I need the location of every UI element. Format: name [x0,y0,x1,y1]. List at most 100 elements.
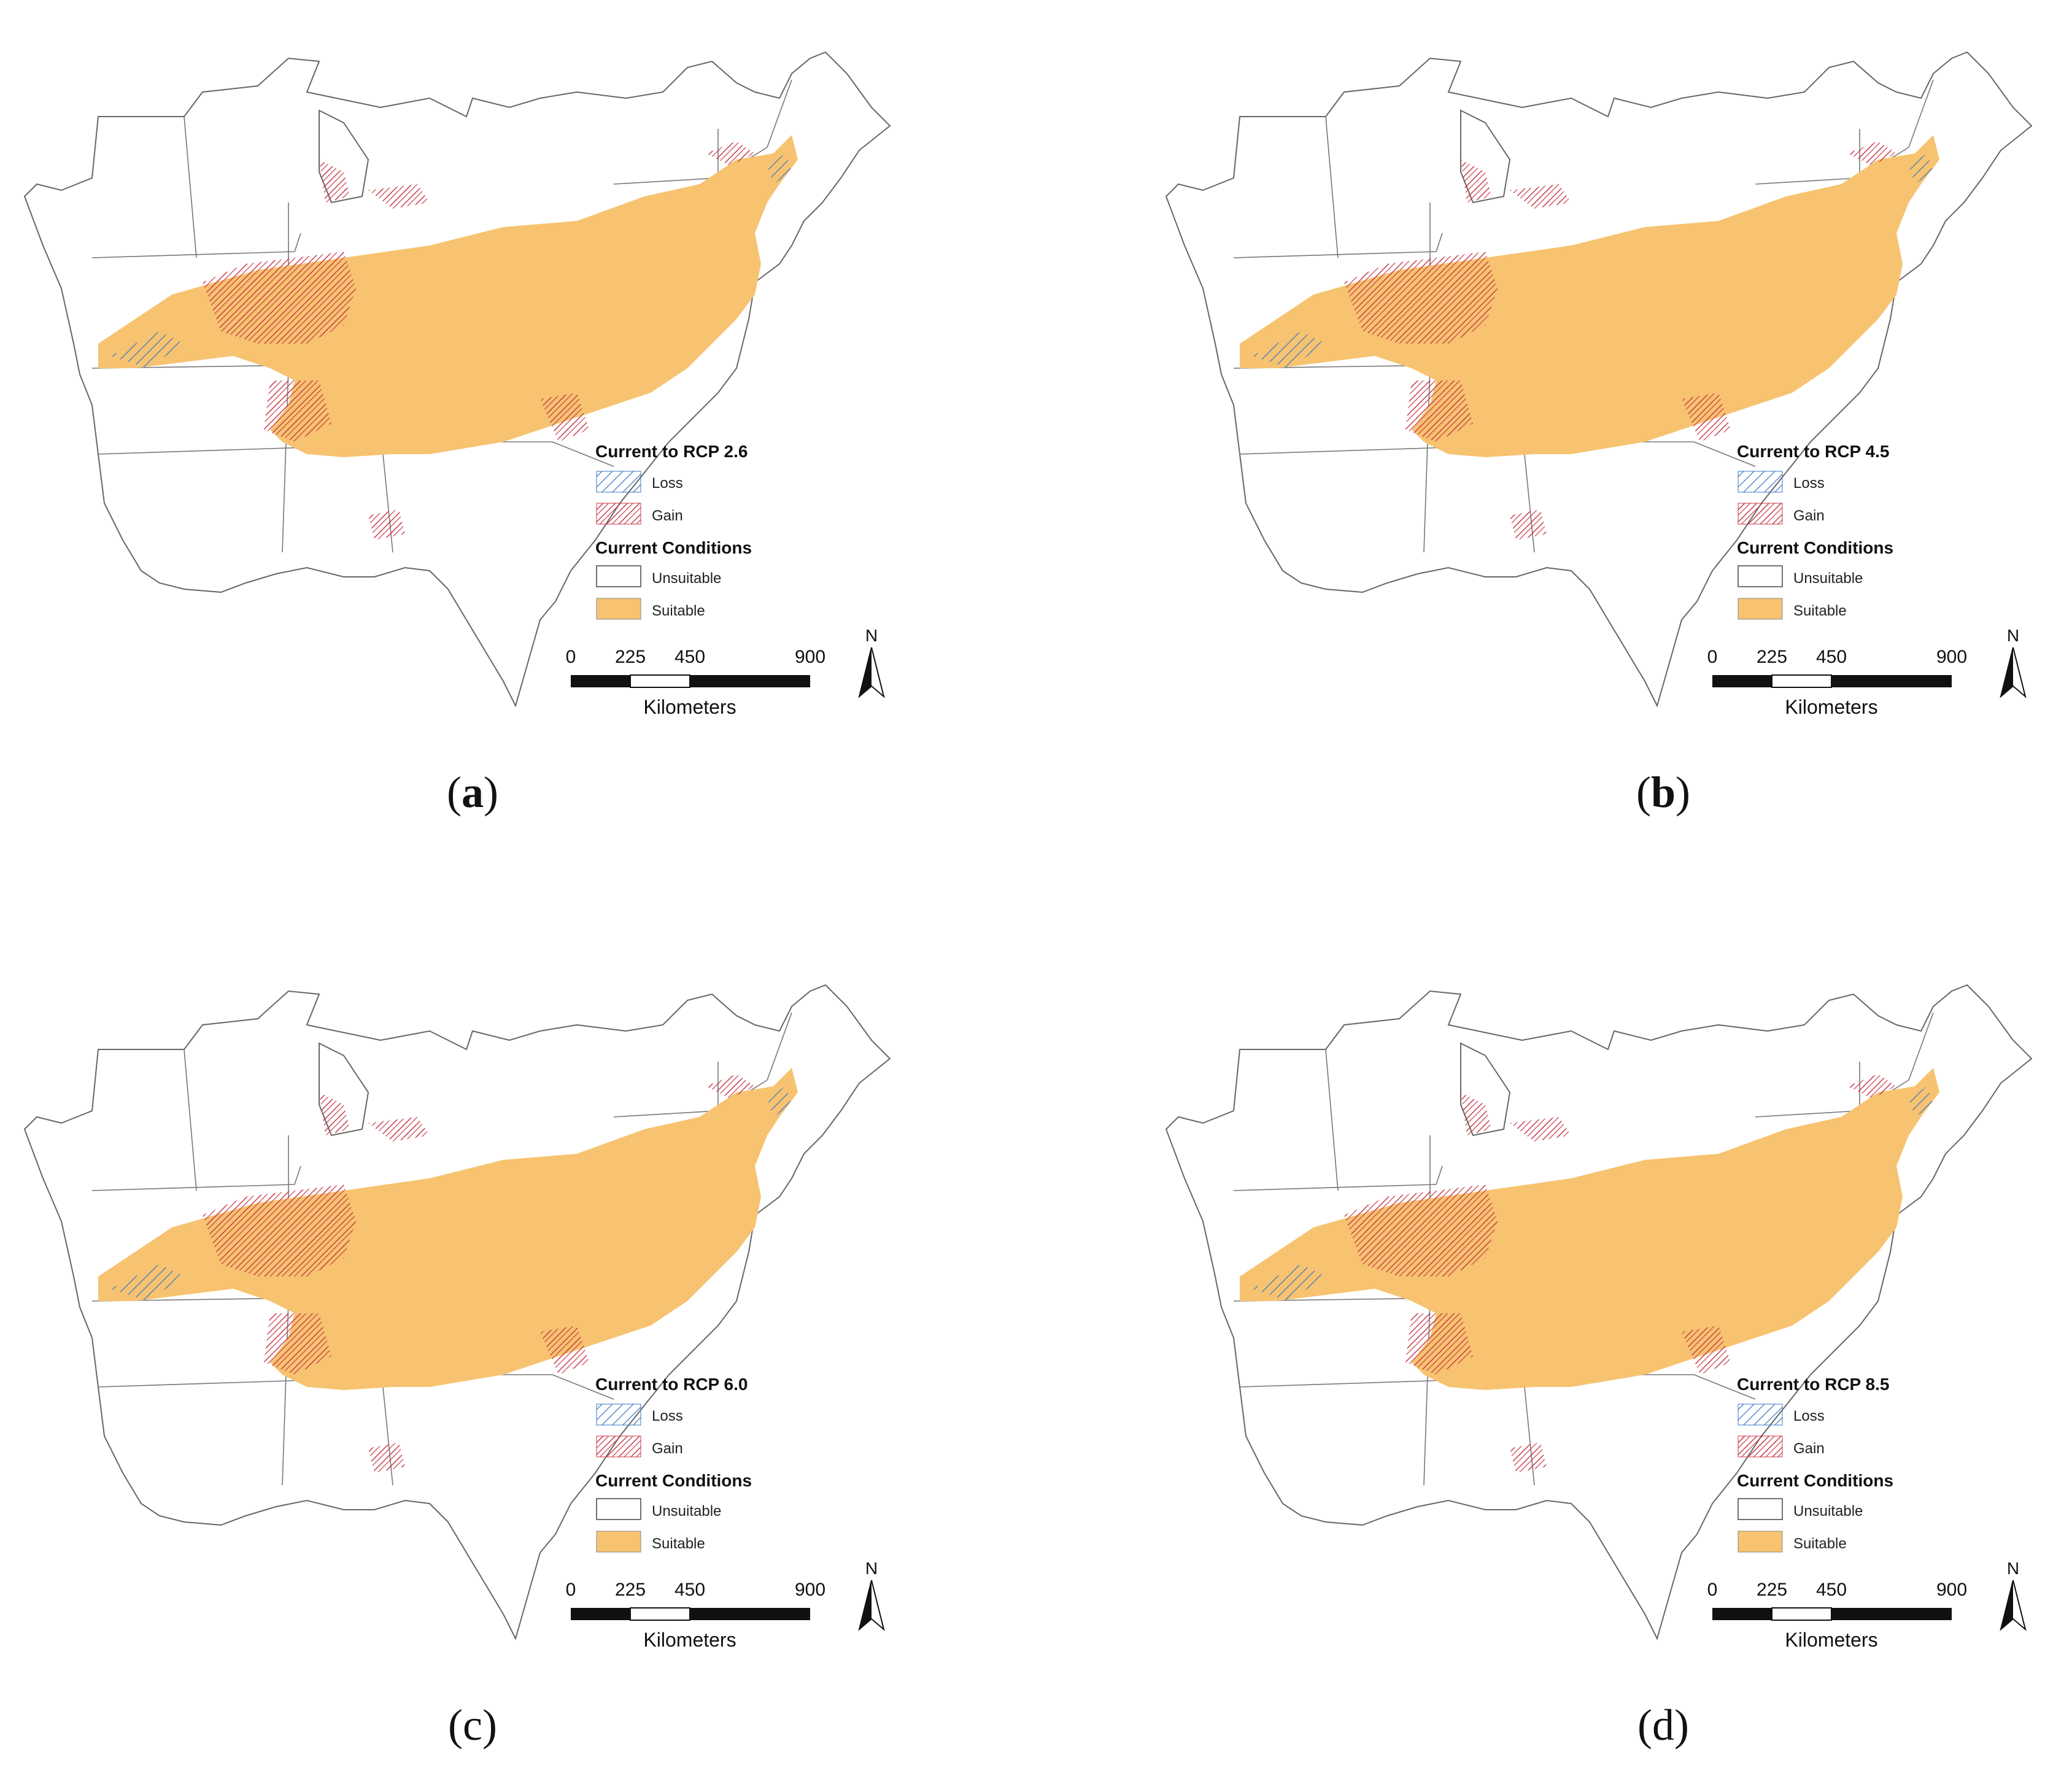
suitable-area [1240,135,1939,457]
suitable-label: Suitable [1793,603,1847,619]
gain-label: Gain [1793,1440,1825,1457]
scale-segment [690,1608,810,1620]
map-figure: Current to RCP 8.5 Loss Gain Current Con… [1165,984,2033,1651]
unsuitable-label: Unsuitable [652,1503,721,1520]
scale-tick-label: 900 [795,1580,825,1600]
north-arrow: N [858,1559,885,1631]
north-arrow: N [2000,626,2027,698]
loss-areas [110,153,792,368]
unsuitable-swatch [596,1498,641,1520]
gain-swatch [1738,1435,1783,1458]
scale-segment [1771,674,1832,688]
legend-title: Current to RCP 2.6 [595,442,748,461]
map-figure: Current to RCP 2.6 Loss Gain Current Con… [23,51,891,718]
scale-segment [1712,675,1772,687]
scale-tick-label: 225 [1757,1580,1787,1600]
scale-segment [630,674,690,688]
north-label: N [2007,1559,2019,1578]
scale-segment [571,1608,630,1620]
gain-areas [203,141,755,540]
panel-caption: (d) [1637,1701,1689,1750]
map-panel-b: Current to RCP 4.5 Loss Gain Current Con… [1142,0,2062,817]
scale-segment [1771,1607,1832,1621]
map-panel-c: Current to RCP 6.0 Loss Gain Current Con… [0,933,921,1750]
scale-unit: Kilometers [1785,1629,1877,1651]
gain-label: Gain [1793,508,1825,524]
scale-tick-label: 450 [675,1580,705,1600]
unsuitable-label: Unsuitable [652,570,721,587]
conditions-title: Current Conditions [1737,1471,1893,1490]
panel-caption: (a) [447,768,498,817]
scale-bar: 0 225 450 900 Kilometers [566,1580,825,1651]
gain-label: Gain [652,508,683,524]
scale-tick-label: 900 [1936,647,1967,667]
north-label: N [865,626,878,645]
suitable-swatch [1738,1531,1783,1553]
conditions-title: Current Conditions [595,1471,752,1490]
suitable-swatch [596,1531,641,1553]
legend-title: Current to RCP 6.0 [595,1375,748,1394]
north-arrow: N [858,626,885,698]
conditions-title: Current Conditions [595,538,752,557]
suitable-swatch [1738,598,1783,620]
unsuitable-swatch [1738,565,1783,587]
scale-tick-label: 0 [566,647,576,667]
suitable-area [98,135,798,457]
gain-label: Gain [652,1440,683,1457]
scale-bar: 0 225 450 900 Kilometers [566,647,825,718]
gain-swatch [596,1435,641,1458]
suitable-swatch [596,598,641,620]
scale-tick-label: 450 [1816,1580,1847,1600]
scale-tick-label: 450 [675,647,705,667]
suitable-area [1240,1068,1939,1390]
scale-unit: Kilometers [1785,696,1877,718]
loss-areas [1252,153,1933,368]
unsuitable-label: Unsuitable [1793,570,1863,587]
scale-tick-label: 225 [615,647,646,667]
unsuitable-label: Unsuitable [1793,1503,1863,1520]
gain-areas [1344,141,1896,540]
map-panel-d: Current to RCP 8.5 Loss Gain Current Con… [1142,933,2062,1750]
scale-tick-label: 900 [1936,1580,1967,1600]
suitable-area [98,1068,798,1390]
unsuitable-swatch [596,565,641,587]
loss-areas [110,1086,792,1301]
loss-swatch [1738,471,1783,493]
loss-label: Loss [1793,475,1825,492]
gain-swatch [596,503,641,525]
loss-label: Loss [652,1408,683,1424]
scale-segment [1831,1608,1952,1620]
scale-tick-label: 900 [795,647,825,667]
scale-unit: Kilometers [643,1629,736,1651]
conditions-title: Current Conditions [1737,538,1893,557]
loss-areas [1252,1086,1933,1301]
loss-swatch [596,471,641,493]
legend-title: Current to RCP 4.5 [1737,442,1889,461]
scale-bar: 0 225 450 900 Kilometers [1707,647,1967,718]
map-figure: Current to RCP 6.0 Loss Gain Current Con… [23,984,891,1651]
scale-bar: 0 225 450 900 Kilometers [1707,1580,1967,1651]
scale-tick-label: 0 [1707,647,1718,667]
scale-tick-label: 225 [1757,647,1787,667]
map-legend: Current to RCP 8.5 Loss Gain Current Con… [1737,1375,1893,1553]
scale-tick-label: 450 [1816,647,1847,667]
scale-tick-label: 0 [1707,1580,1718,1600]
scale-tick-label: 0 [566,1580,576,1600]
map-panel-a: Current to RCP 2.6 Loss Gain Current Con… [0,0,921,817]
map-legend: Current to RCP 2.6 Loss Gain Current Con… [595,442,752,620]
gain-areas [1344,1074,1896,1473]
scale-segment [1712,1608,1772,1620]
unsuitable-swatch [1738,1498,1783,1520]
scale-segment [571,675,630,687]
map-legend: Current to RCP 6.0 Loss Gain Current Con… [595,1375,752,1553]
suitable-label: Suitable [652,1535,705,1552]
north-label: N [865,1559,878,1578]
north-label: N [2007,626,2019,645]
suitable-label: Suitable [1793,1535,1847,1552]
scale-tick-label: 225 [615,1580,646,1600]
gain-areas [203,1074,755,1473]
north-arrow: N [2000,1559,2027,1631]
scale-segment [1831,675,1952,687]
scale-segment [630,1607,690,1621]
loss-label: Loss [1793,1408,1825,1424]
